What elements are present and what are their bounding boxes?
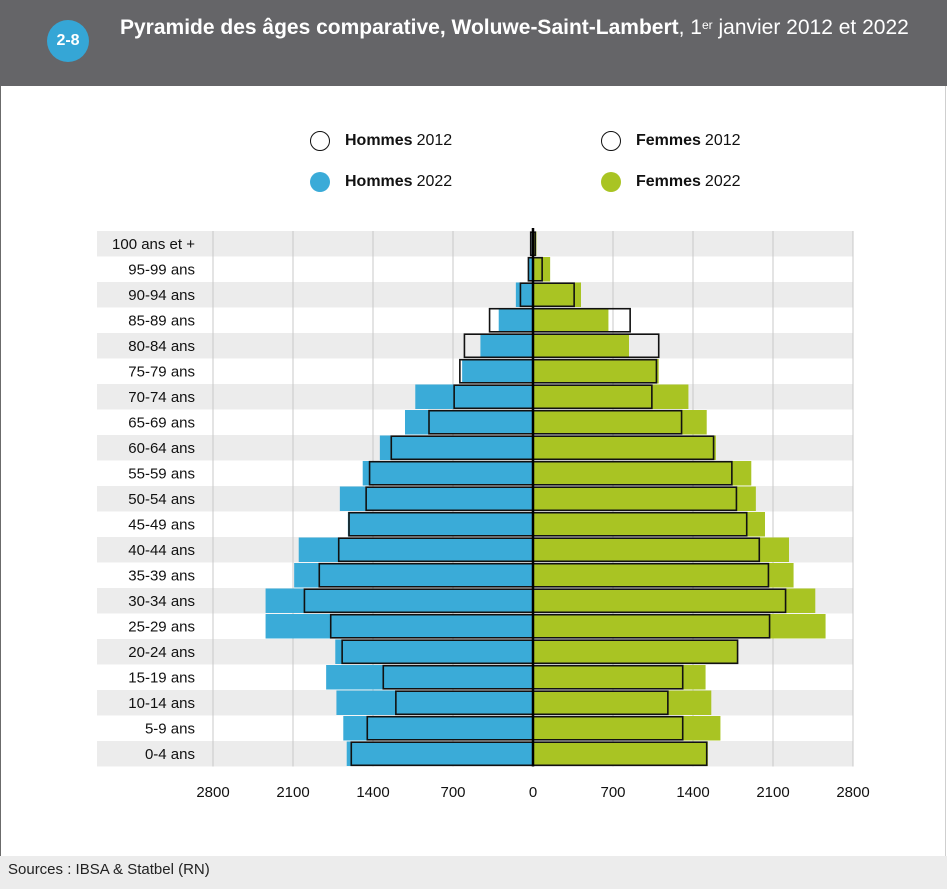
bar-men-2022 — [379, 435, 533, 460]
x-tick-label: 2800 — [196, 784, 229, 801]
bar-men-2022 — [336, 690, 533, 715]
bar-women-2022 — [533, 435, 716, 460]
bar-men-2022 — [265, 614, 533, 639]
row-band — [97, 231, 853, 257]
bar-women-2022 — [533, 741, 708, 766]
bar-men-2022 — [362, 461, 533, 486]
age-group-label: 35-39 ans — [128, 567, 195, 584]
x-tick-label: 2100 — [756, 784, 789, 801]
age-group-label: 75-79 ans — [128, 363, 195, 380]
legend-label-year: 2022 — [704, 173, 741, 190]
x-tick-label: 1400 — [676, 784, 709, 801]
legend-women-2022: Femmes 2022 — [601, 172, 741, 192]
age-group-label: 15-19 ans — [128, 669, 195, 686]
bar-women-2022 — [533, 486, 756, 511]
age-group-label: 55-59 ans — [128, 465, 195, 482]
legend-label-bold: Hommes — [345, 173, 413, 190]
age-group-label: 0-4 ans — [145, 746, 195, 763]
bar-men-2022 — [415, 384, 533, 409]
bar-women-2022 — [533, 537, 789, 562]
legend-label-bold: Hommes — [345, 132, 413, 149]
bar-women-2022 — [533, 308, 609, 333]
bar-men-2022 — [326, 665, 533, 690]
figure-header: 2-8 Pyramide des âges comparative, Woluw… — [0, 0, 947, 86]
bar-men-2022 — [515, 282, 533, 307]
legend-label-year: 2012 — [416, 132, 453, 149]
bar-women-2022 — [533, 690, 712, 715]
bar-women-2022 — [533, 563, 794, 588]
bar-men-2022 — [528, 257, 533, 282]
age-group-label: 40-44 ans — [128, 542, 195, 559]
age-group-label: 25-29 ans — [128, 618, 195, 635]
bar-women-2022 — [533, 588, 816, 613]
age-group-label: 45-49 ans — [128, 516, 195, 533]
age-group-label: 20-24 ans — [128, 644, 195, 661]
row-band — [97, 282, 853, 308]
x-tick-label: 0 — [529, 784, 537, 801]
age-group-label: 30-34 ans — [128, 593, 195, 610]
x-tick-label: 700 — [440, 784, 465, 801]
x-tick-label: 2800 — [836, 784, 869, 801]
figure-number-badge: 2-8 — [47, 20, 89, 62]
bar-men-2022 — [343, 716, 533, 741]
age-group-label: 85-89 ans — [128, 312, 195, 329]
legend-label-year: 2012 — [704, 132, 741, 149]
legend-outline-marker — [310, 131, 330, 151]
age-group-label: 80-84 ans — [128, 338, 195, 355]
age-group-label: 90-94 ans — [128, 287, 195, 304]
bar-men-2022 — [480, 333, 533, 358]
x-tick-label: 700 — [600, 784, 625, 801]
title-date-suffix: janvier 2012 et 2022 — [712, 16, 909, 39]
bar-women-2022 — [533, 614, 826, 639]
age-group-label: 60-64 ans — [128, 440, 195, 457]
legend-outline-marker — [601, 131, 621, 151]
x-tick-label: 1400 — [356, 784, 389, 801]
bar-men-2022 — [298, 537, 533, 562]
legend-men-2012: Hommes 2012 — [310, 131, 452, 151]
age-group-label: 5-9 ans — [145, 720, 195, 737]
bar-women-2022 — [533, 359, 659, 384]
bar-men-2022 — [335, 639, 533, 664]
legend-label-year: 2022 — [416, 173, 453, 190]
age-group-label: 95-99 ans — [128, 261, 195, 278]
bar-women-2022 — [533, 384, 689, 409]
bar-men-2022 — [347, 512, 533, 537]
age-group-label: 50-54 ans — [128, 491, 195, 508]
figure-title: Pyramide des âges comparative, Woluwe-Sa… — [120, 14, 930, 41]
bar-women-2022 — [533, 282, 581, 307]
bar-men-2022 — [405, 410, 533, 435]
bar-men-2022 — [294, 563, 533, 588]
source-note: Sources : IBSA & Statbel (RN) — [8, 861, 210, 878]
title-main: Pyramide des âges comparative, Woluwe-Sa… — [120, 16, 679, 39]
title-date-superscript: er — [701, 18, 713, 32]
age-group-label: 70-74 ans — [128, 389, 195, 406]
bar-women-2022 — [533, 639, 738, 664]
age-group-label: 10-14 ans — [128, 695, 195, 712]
bar-men-2022 — [346, 741, 533, 766]
age-group-label: 65-69 ans — [128, 414, 195, 431]
age-group-label: 100 ans et + — [112, 236, 195, 253]
legend-green-marker — [601, 172, 621, 192]
bar-men-2022 — [462, 359, 533, 384]
bar-men-2022 — [498, 308, 533, 333]
legend-women-2012: Femmes 2012 — [601, 131, 741, 151]
bar-men-2022 — [339, 486, 533, 511]
source-footer: Sources : IBSA & Statbel (RN) — [0, 856, 947, 889]
legend-label-bold: Femmes — [636, 173, 701, 190]
bar-women-2022 — [533, 333, 629, 358]
legend-men-2022: Hommes 2022 — [310, 172, 452, 192]
bar-men-2022 — [265, 588, 533, 613]
x-tick-label: 2100 — [276, 784, 309, 801]
bar-women-2022 — [533, 716, 721, 741]
population-pyramid-chart: 100 ans et + 95-99 ans 90-94 ans 85-89 ans 8… — [97, 228, 870, 801]
row-band — [97, 333, 853, 359]
bar-women-2022 — [533, 665, 706, 690]
legend-blue-marker — [310, 172, 330, 192]
title-date-prefix: , 1 — [678, 16, 702, 39]
bar-women-2022 — [533, 512, 765, 537]
bar-women-2022 — [533, 461, 752, 486]
legend-label-bold: Femmes — [636, 132, 701, 149]
bar-women-2022 — [533, 410, 707, 435]
